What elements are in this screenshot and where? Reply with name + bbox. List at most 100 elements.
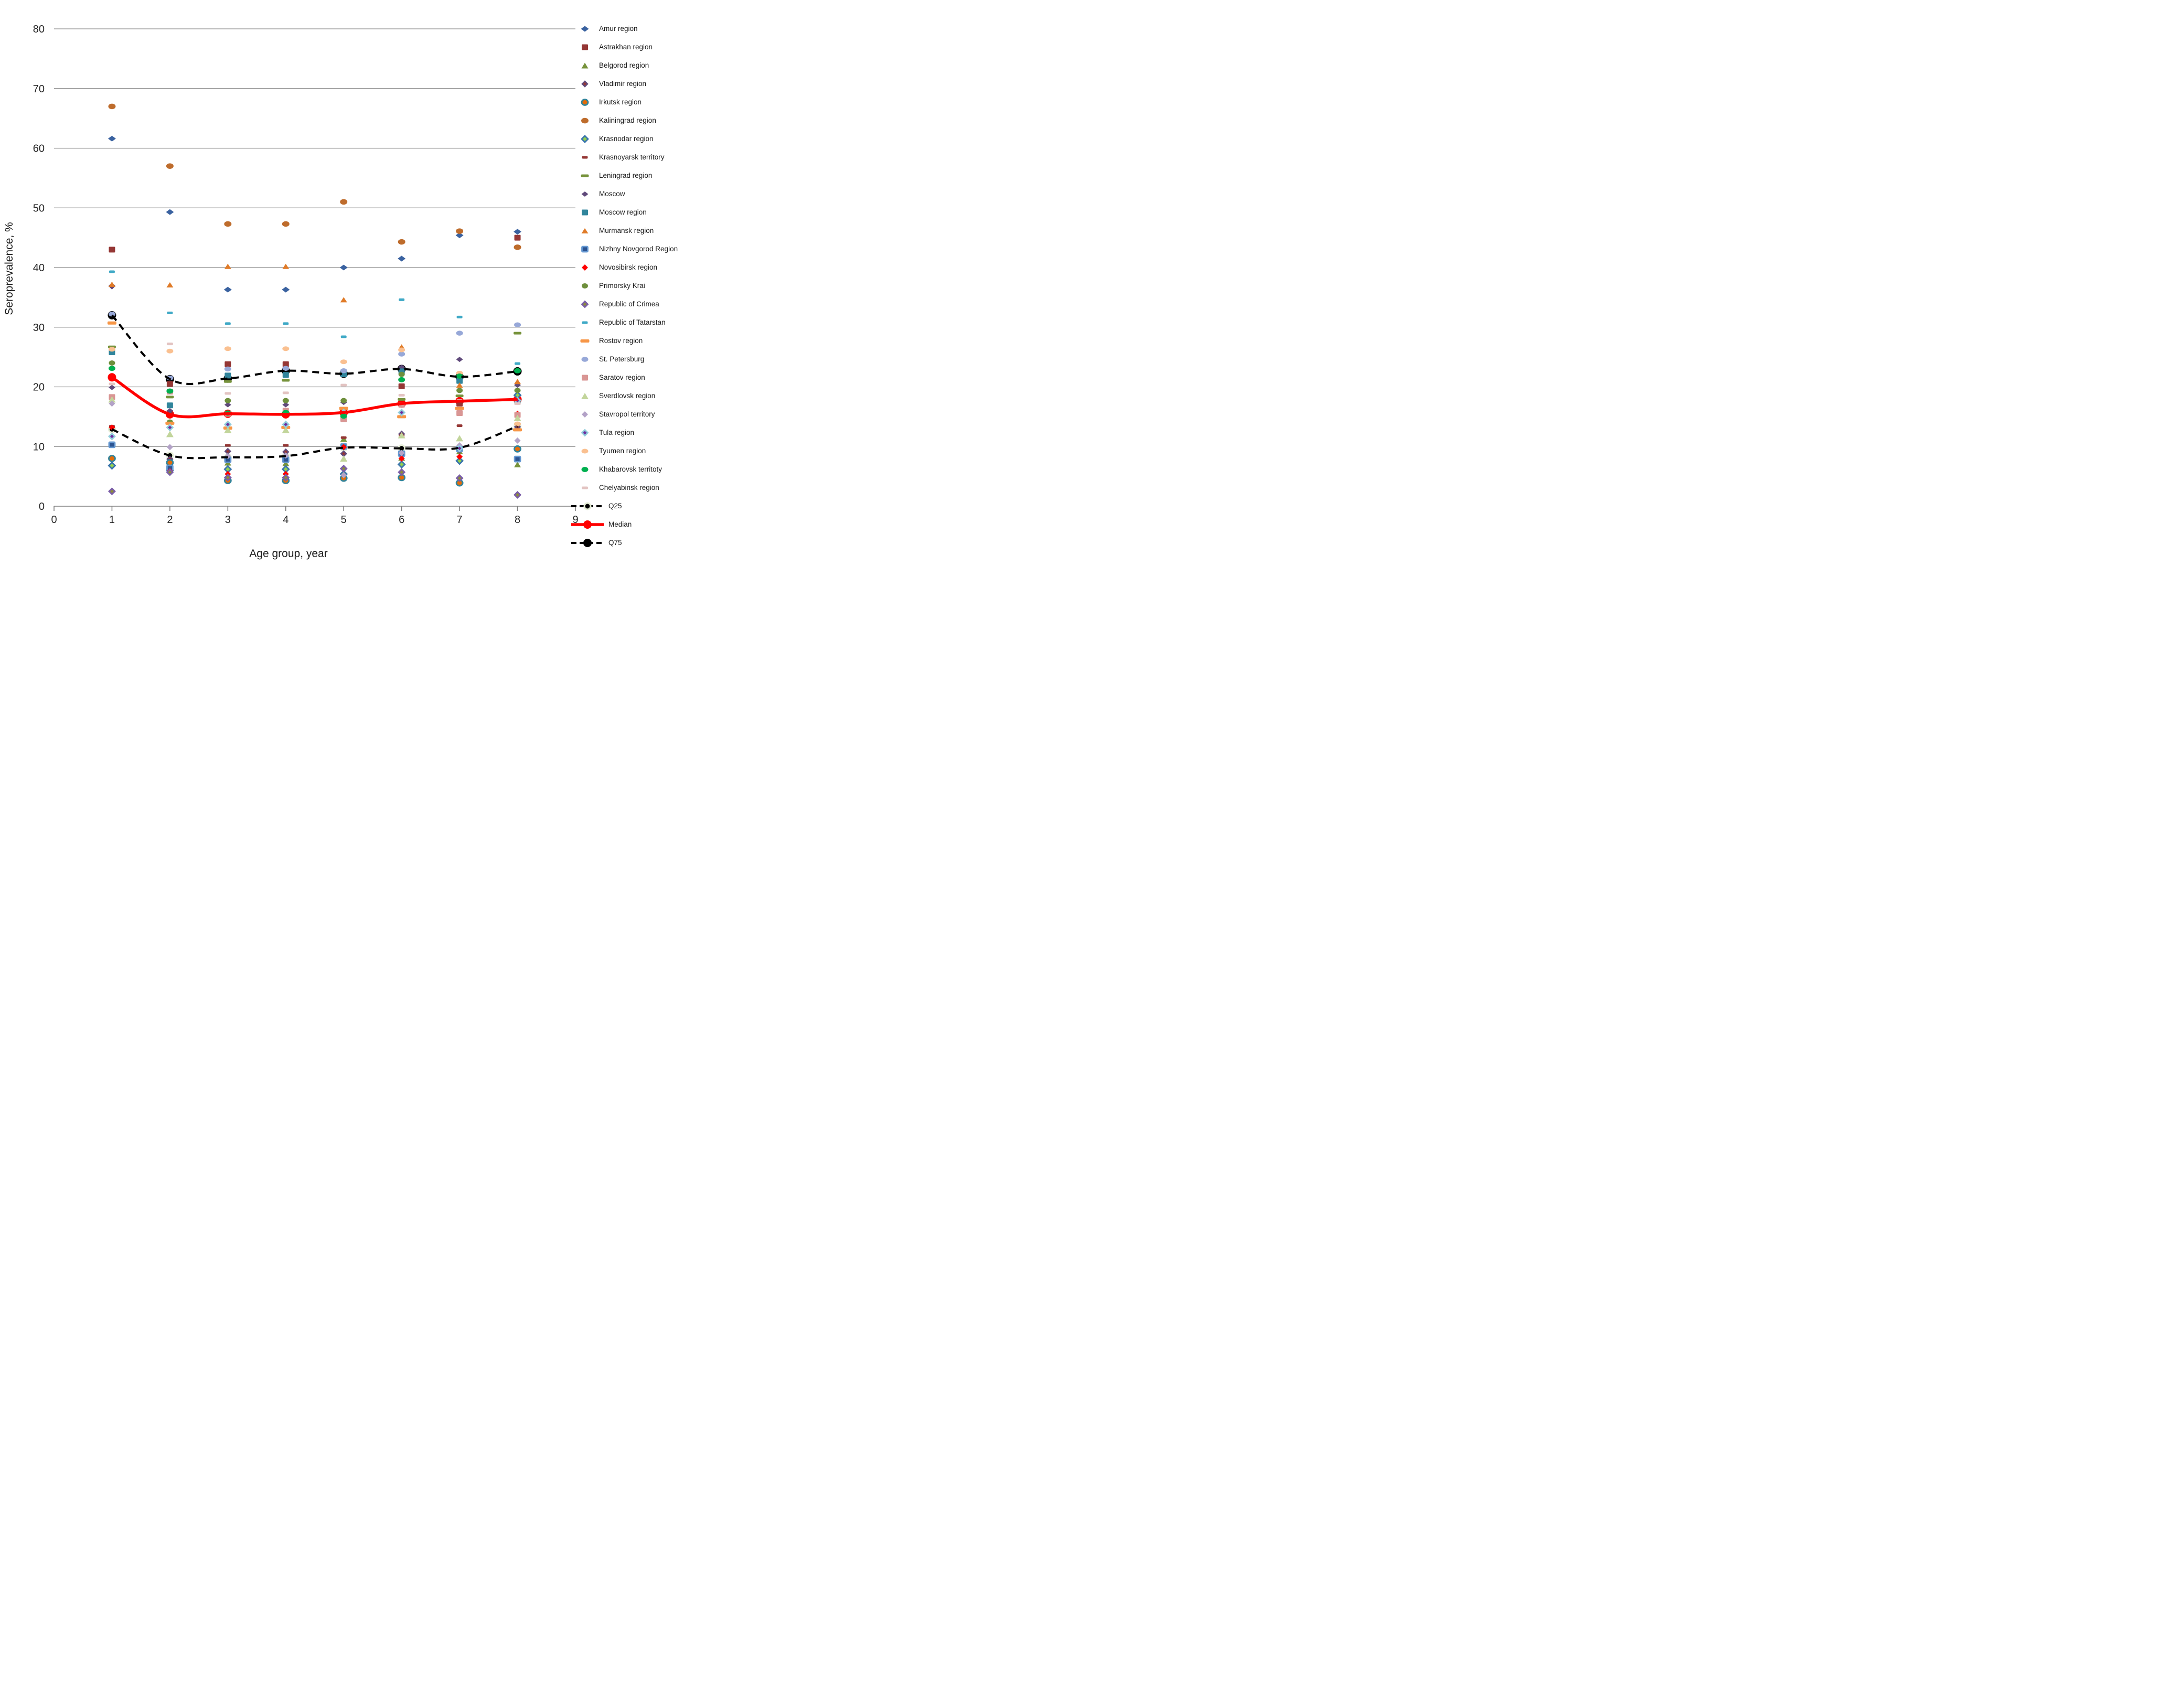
data-point-marker bbox=[398, 255, 406, 262]
data-point-marker bbox=[282, 372, 289, 378]
chart-figure: 0 10 20 30 40 50 60 70 80 0 1 2 3 4 5 6 7 8 9 Age group, y… bbox=[0, 0, 723, 569]
irkutsk-region-marker-icon bbox=[571, 97, 599, 108]
legend-item-krasnoyarsk-territory: Krasnoyarsk territory bbox=[571, 148, 722, 166]
data-point-marker bbox=[109, 360, 115, 366]
data-point-marker bbox=[282, 398, 289, 403]
legend-item-saratov-region: Saratov region bbox=[571, 368, 722, 387]
data-point-marker bbox=[514, 402, 521, 405]
data-point-marker bbox=[514, 437, 521, 444]
data-point-marker bbox=[109, 270, 115, 273]
line-q25 bbox=[111, 425, 518, 460]
data-point-marker bbox=[581, 118, 589, 123]
data-point-marker bbox=[580, 339, 590, 343]
legend-item-tyumen-region: Tyumen region bbox=[571, 442, 722, 460]
data-point-marker bbox=[514, 461, 521, 467]
data-point-marker bbox=[581, 429, 589, 436]
legend-item-republic-of-tatarstan: Republic of Tatarstan bbox=[571, 313, 722, 332]
legend-item-chelyabinsk-region: Chelyabinsk region bbox=[571, 478, 722, 497]
data-point-marker bbox=[398, 351, 405, 357]
legend-label: Belgorod region bbox=[599, 61, 649, 69]
legend-label: Khabarovsk territoty bbox=[599, 465, 662, 473]
data-point-marker bbox=[581, 356, 589, 362]
legend-item-amur-region: Amur region bbox=[571, 19, 722, 38]
data-point-marker bbox=[166, 343, 173, 346]
data-point-marker bbox=[581, 245, 589, 252]
data-point-marker bbox=[340, 297, 347, 303]
data-point-marker bbox=[282, 366, 290, 371]
data-point-marker bbox=[225, 361, 231, 367]
data-point-marker bbox=[514, 414, 521, 421]
data-point-marker bbox=[166, 282, 174, 287]
legend-item-khabarovsk-territoty: Khabarovsk territoty bbox=[571, 460, 722, 478]
data-point-marker bbox=[225, 322, 231, 325]
x-tick-label: 2 bbox=[167, 514, 173, 526]
legend-label: Amur region bbox=[599, 24, 638, 33]
x-tick-label: 3 bbox=[225, 514, 231, 526]
data-point-marker bbox=[582, 321, 588, 324]
y-tick-label: 20 bbox=[33, 382, 45, 393]
data-point-marker bbox=[108, 311, 115, 317]
data-point-marker bbox=[283, 322, 289, 325]
data-point-marker bbox=[455, 456, 464, 465]
kaliningrad-region-marker-icon bbox=[571, 115, 599, 126]
data-point-marker bbox=[581, 98, 589, 106]
data-point-marker bbox=[514, 332, 522, 335]
legend-item-republic-of-crimea: Republic of Crimea bbox=[571, 295, 722, 313]
data-point-marker bbox=[582, 283, 588, 289]
data-point-marker bbox=[282, 420, 290, 429]
novosibirsk-region-marker-icon bbox=[571, 262, 599, 273]
legend-label: St. Petersburg bbox=[599, 355, 645, 363]
legend-item-astrakhan-region: Astrakhan region bbox=[571, 38, 722, 56]
data-point-marker bbox=[456, 410, 463, 417]
data-point-marker bbox=[339, 407, 348, 410]
legend-label: Primorsky Krai bbox=[599, 281, 645, 290]
data-point-marker bbox=[581, 228, 589, 233]
data-point-marker bbox=[398, 455, 405, 462]
data-point-marker bbox=[514, 229, 522, 235]
data-point-marker bbox=[282, 460, 290, 466]
legend-item-krasnodar-region: Krasnodar region bbox=[571, 130, 722, 148]
y-tick-label: 40 bbox=[33, 262, 45, 274]
data-point-marker bbox=[514, 244, 521, 250]
legend-item-tula-region: Tula region bbox=[571, 423, 722, 442]
data-point-marker bbox=[581, 449, 589, 453]
data-point-marker bbox=[339, 464, 348, 473]
x-axis-title: Age group, year bbox=[249, 548, 328, 560]
data-point-marker bbox=[398, 371, 405, 377]
x-tick-label: 1 bbox=[109, 514, 115, 526]
data-point-marker bbox=[456, 424, 463, 427]
legend-label: Moscow region bbox=[599, 208, 647, 216]
y-tick-label: 30 bbox=[33, 322, 45, 334]
scatter-chart: 0 10 20 30 40 50 60 70 80 0 1 2 3 4 5 6 7 8 9 bbox=[33, 24, 579, 526]
legend-item-murmansk-region: Murmansk region bbox=[571, 221, 722, 240]
data-point-marker bbox=[582, 156, 588, 158]
data-point-marker bbox=[398, 398, 406, 401]
series-sverdlovsk-region bbox=[108, 396, 521, 462]
stat-marker bbox=[399, 446, 404, 451]
data-point-marker bbox=[224, 346, 231, 351]
moscow-marker-icon bbox=[571, 189, 599, 199]
data-point-marker bbox=[515, 362, 521, 365]
murmansk-region-marker-icon bbox=[571, 226, 599, 236]
data-point-marker bbox=[456, 330, 463, 336]
data-point-marker bbox=[225, 398, 231, 403]
data-point-marker bbox=[514, 490, 522, 499]
y-axis-title: Seroprevalence, % bbox=[3, 222, 15, 315]
legend-item-q75: Q75 bbox=[571, 533, 722, 552]
data-point-marker bbox=[109, 400, 115, 407]
legend-label: Krasnodar region bbox=[599, 134, 654, 143]
data-point-marker bbox=[109, 247, 115, 253]
data-point-marker bbox=[581, 26, 589, 31]
legend-label: Republic of Crimea bbox=[599, 300, 659, 308]
amur-region-marker-icon bbox=[571, 24, 599, 34]
chelyabinsk-region-marker-icon bbox=[571, 483, 599, 493]
data-point-marker bbox=[224, 426, 232, 433]
y-tick-label: 50 bbox=[33, 202, 45, 214]
data-point-marker bbox=[282, 346, 290, 351]
data-point-marker bbox=[514, 388, 521, 393]
series-st-petersburg bbox=[108, 311, 521, 381]
x-tick-label: 9 bbox=[572, 514, 578, 526]
y-tick-label: 0 bbox=[39, 501, 45, 513]
data-point-marker bbox=[455, 394, 464, 398]
data-point-marker bbox=[108, 396, 116, 403]
